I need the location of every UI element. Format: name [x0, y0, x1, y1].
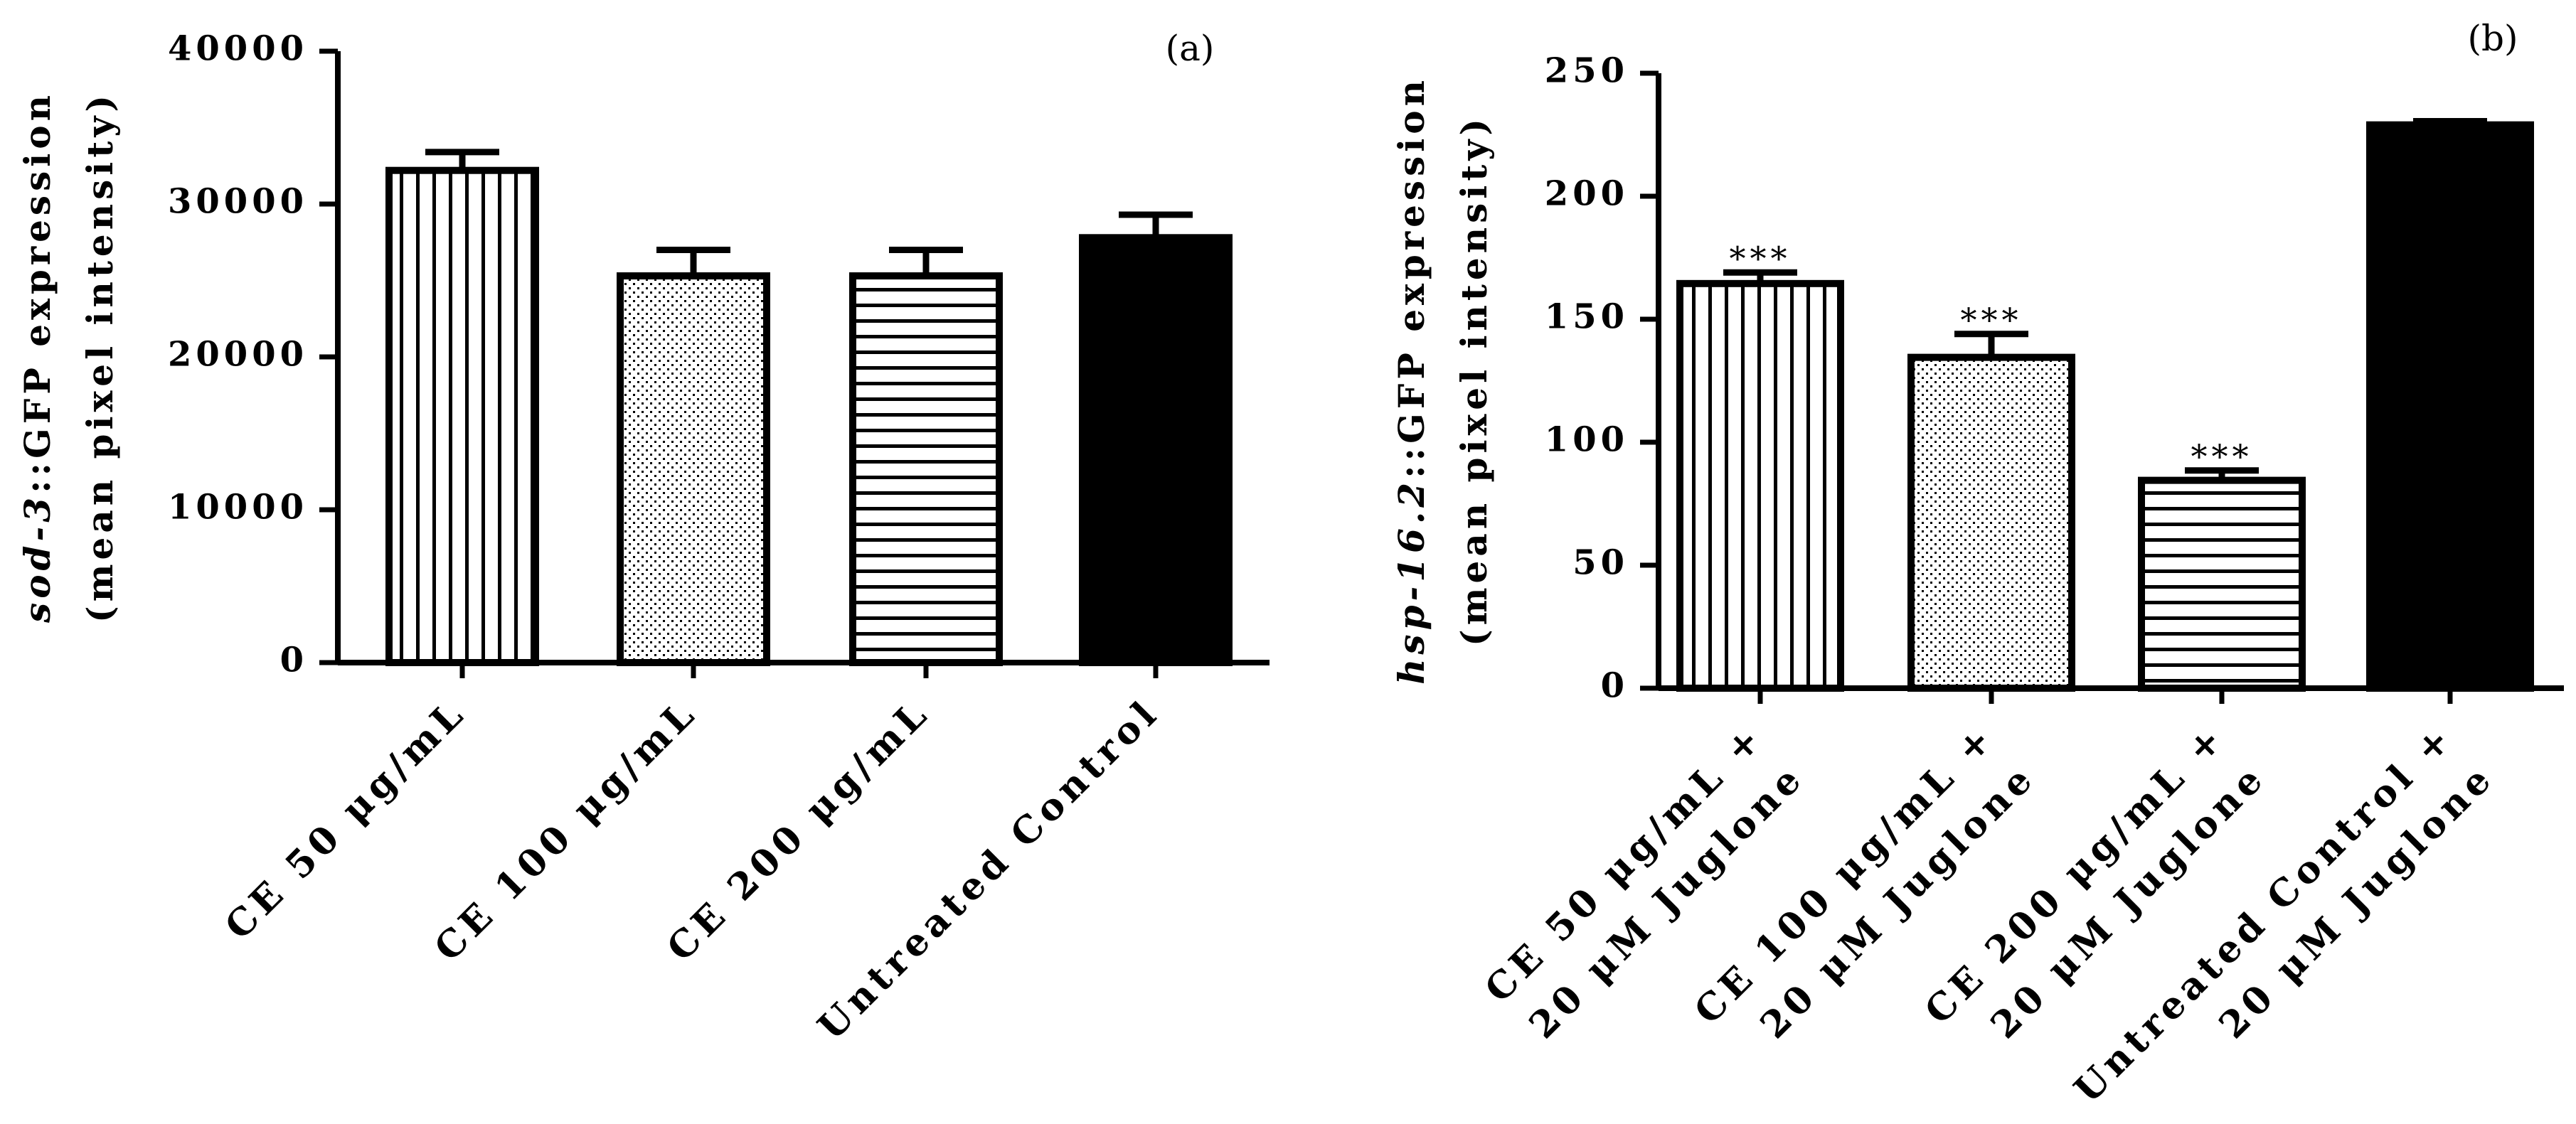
category-label: CE 50 μg/mL [217, 690, 474, 948]
y-axis-subtitle: (mean pixel intensity) [1453, 114, 1495, 646]
y-axis-title-rest: ::GFP expression [1390, 76, 1432, 478]
y-axis-title: hsp-16.2::GFP expression [1390, 76, 1432, 685]
y-tick-label: 100 [1545, 420, 1629, 460]
significance-label: *** [2191, 437, 2253, 476]
y-axis-title-gene: sod-3 [16, 493, 58, 623]
y-axis-subtitle: (mean pixel intensity) [79, 91, 121, 623]
y-tick-label: 30000 [168, 182, 308, 222]
significance-label: *** [1730, 239, 1792, 277]
category-label: CE 100 μg/mL [426, 690, 706, 970]
y-axis-title-rest: ::GFP expression [16, 91, 58, 493]
y-tick-label: 0 [1601, 666, 1629, 706]
bar [2138, 476, 2306, 692]
bar [385, 166, 539, 666]
bar [1079, 234, 1233, 666]
bar [1676, 279, 1844, 692]
panel-b: (b)hsp-16.2::GFP expression (mean pixel i… [1390, 18, 2564, 1111]
category-label-line: CE 50 μg/mL [217, 690, 474, 948]
category-label: CE 200 μg/mL [659, 690, 938, 970]
y-tick-label: 40000 [168, 29, 308, 69]
y-axis-title-gene: hsp-16.2 [1390, 478, 1432, 685]
significance-label: *** [1961, 301, 2023, 339]
panel-a: (a)sod-3::GFP expression (mean pixel inte… [16, 28, 1270, 1049]
y-tick-label: 150 [1545, 297, 1629, 337]
bar [849, 272, 1003, 666]
y-tick-label: 50 [1572, 543, 1629, 583]
category-label-line: CE 100 μg/mL [426, 690, 706, 970]
y-tick-label: 0 [280, 641, 308, 680]
bar [1907, 353, 2075, 692]
category-label-line: CE 200 μg/mL [659, 690, 938, 970]
y-tick-label: 10000 [168, 488, 308, 528]
category-label: CE 50 μg/mL +20 μM Juglone [1476, 715, 1813, 1051]
y-tick-label: 200 [1545, 174, 1629, 214]
y-axis-title: sod-3::GFP expression [16, 91, 58, 623]
bar [617, 272, 770, 666]
panel-label: (a) [1166, 28, 1215, 69]
y-tick-label: 20000 [168, 335, 308, 375]
panel-label: (b) [2467, 18, 2518, 59]
bar [2366, 121, 2534, 692]
y-tick-label: 250 [1545, 51, 1629, 91]
